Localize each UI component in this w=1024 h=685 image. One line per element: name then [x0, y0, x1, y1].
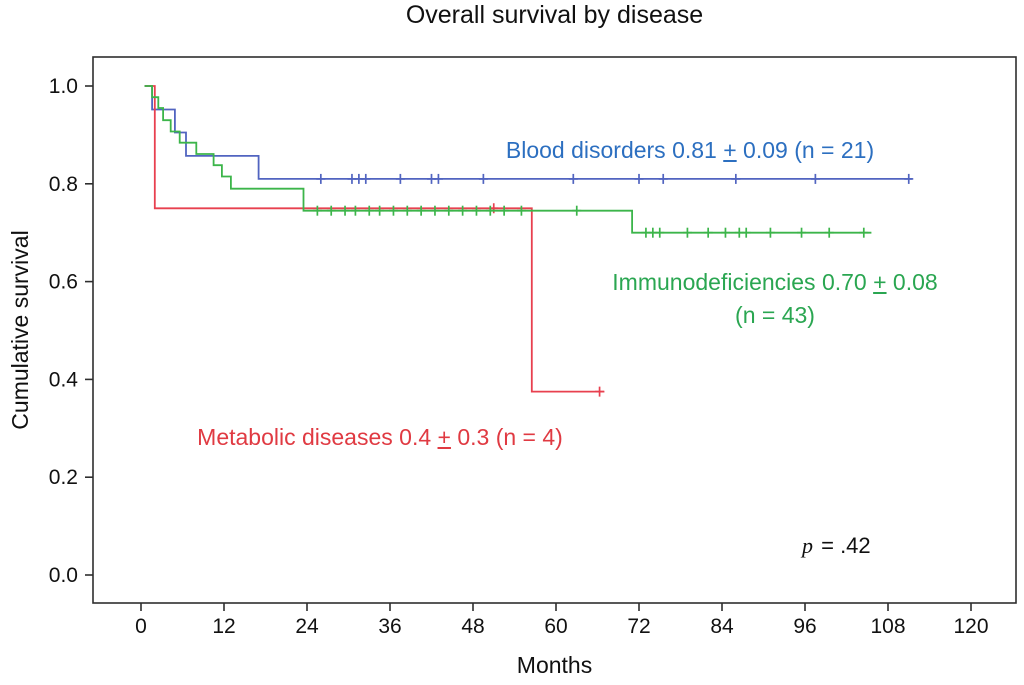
series-label-metabolic-diseases: Metabolic diseases 0.4 + 0.3 (n = 4) [197, 424, 563, 450]
p-value-text: = .42 [815, 533, 871, 558]
y-axis-title: Cumulative survival [7, 230, 33, 430]
x-tick-label: 96 [793, 615, 816, 638]
y-tick-label: 1.0 [49, 75, 78, 98]
survival-curve-metabolic-diseases [144, 85, 605, 393]
x-tick-label: 24 [295, 615, 319, 638]
x-tick-label: 60 [544, 615, 567, 638]
y-tick-label: 0.8 [49, 173, 78, 196]
y-tick-label: 0.0 [49, 564, 78, 587]
plus-minus-symbol: + [437, 424, 451, 450]
plot-frame [92, 56, 1017, 604]
x-tick-label: 48 [461, 615, 484, 638]
plus-minus-symbol: + [723, 137, 737, 163]
series-label-blood-disorders: Blood disorders 0.81 + 0.09 (n = 21) [460, 134, 920, 167]
plus-minus-symbol: + [873, 269, 887, 295]
p-symbol: p [802, 533, 813, 558]
y-tick-label: 0.2 [49, 466, 78, 489]
chart-title: Overall survival by disease [405, 1, 704, 29]
x-tick-label: 0 [135, 615, 147, 638]
y-tick-label: 0.4 [49, 368, 79, 391]
series-label-text: 0.09 (n = 21) [736, 137, 875, 163]
series-label-text: Blood disorders 0.81 [505, 137, 724, 163]
x-tick-label: 12 [212, 615, 235, 638]
y-tick-label: 0.6 [49, 271, 78, 294]
x-tick-label: 120 [953, 615, 988, 638]
survival-curve-immunodeficiencies [144, 85, 872, 234]
series-label-line2: (n = 43) [735, 302, 815, 328]
x-tick-label: 84 [710, 615, 734, 638]
x-tick-label: 72 [627, 615, 650, 638]
p-value-annotation: p = .42 [802, 533, 871, 559]
x-tick-label: 36 [378, 615, 401, 638]
x-axis-title: Months [516, 652, 593, 678]
x-tick-label: 108 [870, 615, 905, 638]
series-label-line1: Immunodeficiencies 0.70 + 0.08 [612, 269, 938, 295]
series-label-immunodeficiencies: Immunodeficiencies 0.70 + 0.08 (n = 43) [555, 266, 995, 332]
